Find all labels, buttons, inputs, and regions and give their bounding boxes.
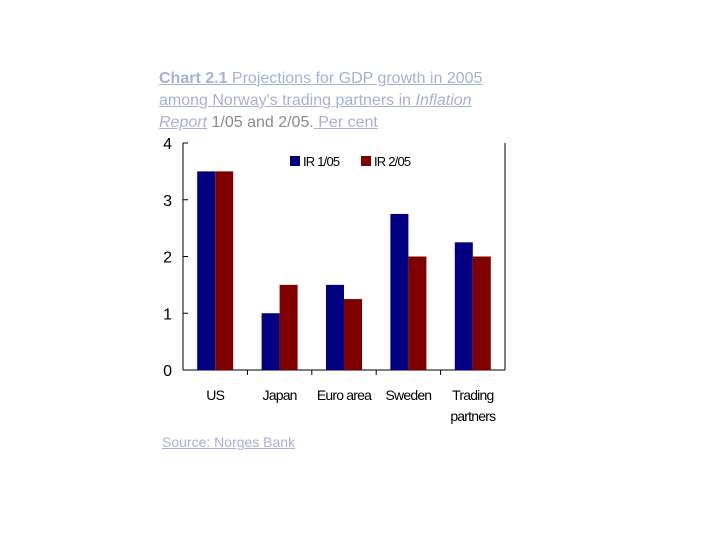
chart-title-part1: Projections for GDP growth in 2005 among… [159,70,483,109]
chart-title-part3: Per cent [313,114,378,131]
bar [197,171,216,370]
chart-title: Chart 2.1 Projections for GDP growth in … [159,68,519,134]
source-label: Source: [162,434,211,450]
x-tick-label: Japan [263,387,297,403]
bar [326,284,344,370]
chart-title-italic: Inflation Report [159,92,472,131]
bar [261,313,280,370]
legend-label: IR 1/05 [303,154,340,169]
legend-swatch [361,156,371,166]
bar [454,242,473,370]
source-note: Source: Norges Bank [162,434,295,450]
x-tick-label: Sweden [386,387,432,403]
chart-title-head: Chart 2.1 [159,70,228,87]
y-tick-label: 3 [163,193,172,210]
bar [472,256,491,370]
bar [279,284,298,370]
source-name: Norges Bank [210,434,296,450]
chart-title-part2: 1/05 and 2/05. [207,114,314,131]
y-tick-label: 2 [163,250,172,267]
legend-label: IR 2/05 [374,154,411,169]
x-tick-label: US [206,387,224,403]
bar [390,213,409,370]
y-tick-label: 0 [163,363,172,380]
x-tick-label: partners [450,408,496,424]
bar [215,171,234,370]
x-tick-label: Euro area [317,387,372,403]
x-tick-label: Trading [452,387,493,403]
y-tick-label: 1 [163,306,172,323]
bar [408,256,427,370]
y-tick-label: 4 [163,136,172,153]
bar [344,299,362,370]
legend-swatch [290,156,300,166]
